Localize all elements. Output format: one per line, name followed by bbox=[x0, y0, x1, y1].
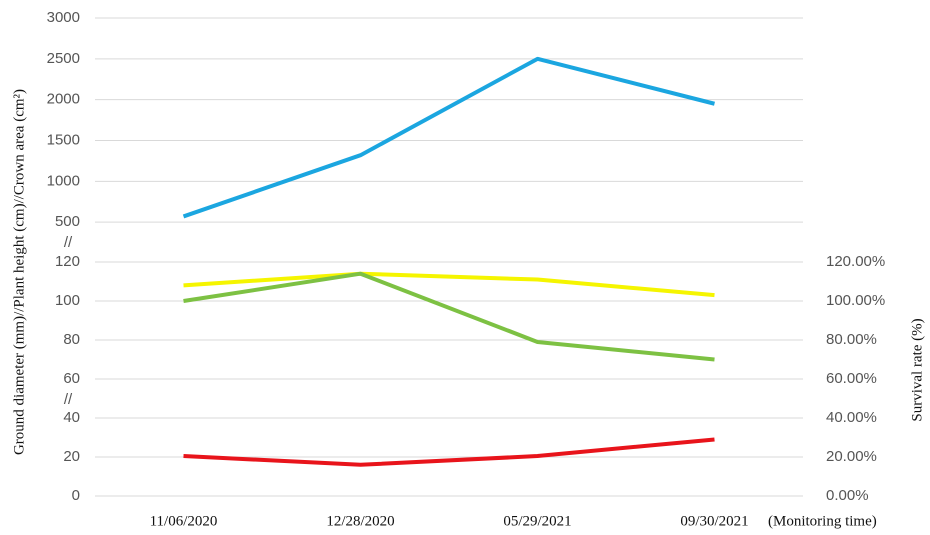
y-tick-label: 80 bbox=[63, 331, 80, 348]
y-tick-label: 1000 bbox=[47, 172, 80, 189]
y2-tick-label: 40.00% bbox=[826, 409, 877, 426]
y-axis-title: Ground diameter (mm)//Plant height (cm)/… bbox=[11, 89, 27, 455]
y-tick-label: 60 bbox=[63, 370, 80, 387]
x-tick-label: 12/28/2020 bbox=[326, 513, 394, 529]
y-tick-label: 500 bbox=[55, 213, 80, 230]
x-tick-label: 09/30/2021 bbox=[680, 513, 748, 529]
x-tick-label: 11/06/2020 bbox=[150, 513, 218, 529]
series-line bbox=[183, 437, 715, 467]
y2-tick-label: 60.00% bbox=[826, 370, 877, 387]
y2-axis-title: Survival rate (%) bbox=[909, 318, 925, 421]
y-tick-label: 1500 bbox=[47, 131, 80, 148]
y-tick-label: 2000 bbox=[47, 91, 80, 108]
series-line bbox=[182, 56, 715, 219]
y-tick-label: 3000 bbox=[47, 9, 80, 26]
series-line bbox=[183, 271, 715, 362]
y2-tick-label: 120.00% bbox=[826, 253, 885, 270]
y-tick-label: 120 bbox=[55, 253, 80, 270]
axis-break: // bbox=[64, 391, 73, 408]
y-tick-label: 2500 bbox=[47, 50, 80, 67]
axis-break: // bbox=[64, 234, 73, 251]
x-axis-title: (Monitoring time) bbox=[768, 513, 877, 529]
y2-tick-label: 20.00% bbox=[826, 448, 877, 465]
y-tick-label: 40 bbox=[63, 409, 80, 426]
y-tick-label: 100 bbox=[55, 292, 80, 309]
y2-tick-label: 80.00% bbox=[826, 331, 877, 348]
y-tick-label: 0 bbox=[72, 487, 80, 504]
y-tick-label: 20 bbox=[63, 448, 80, 465]
x-tick-label: 05/29/2021 bbox=[503, 513, 571, 529]
y2-tick-label: 0.00% bbox=[826, 487, 869, 504]
y2-tick-label: 100.00% bbox=[826, 292, 885, 309]
series-line bbox=[183, 271, 715, 298]
